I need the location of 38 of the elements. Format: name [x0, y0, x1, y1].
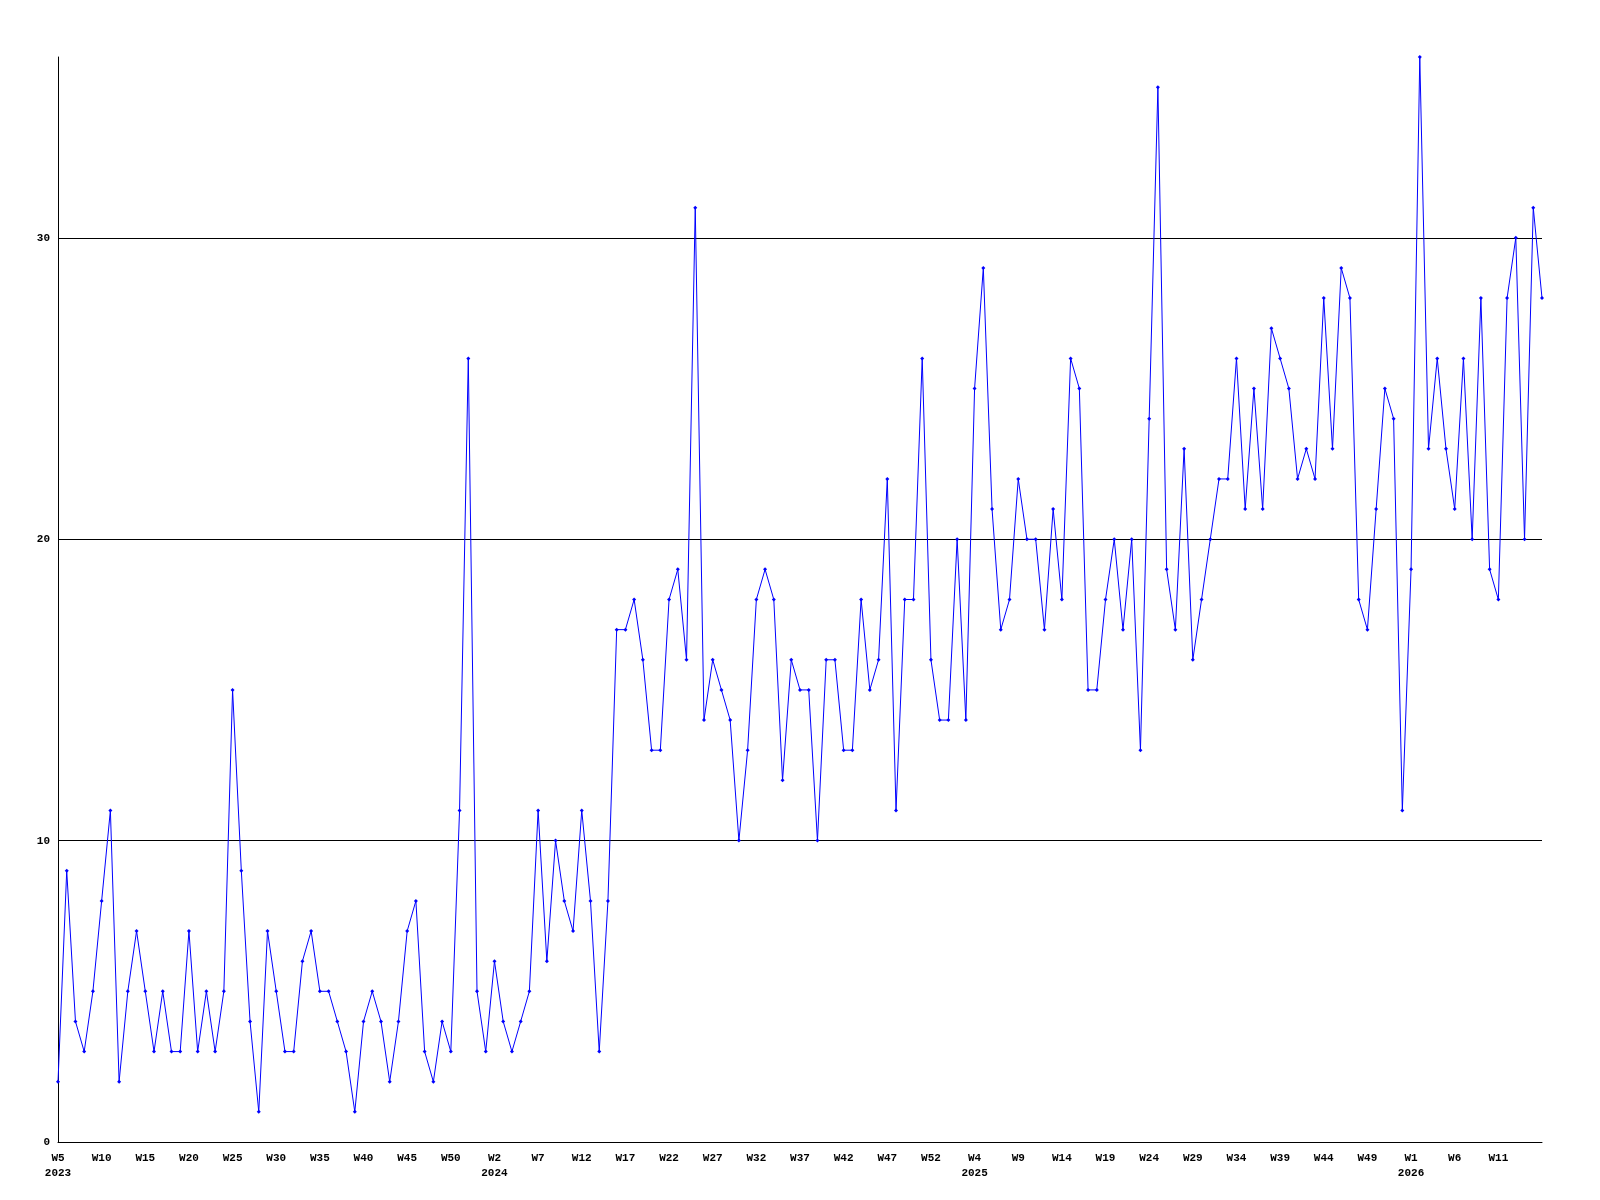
x-tick-label: W50 [440, 1151, 461, 1164]
x-tick-label: W42 [833, 1151, 854, 1164]
x-tick-label: W39 [1270, 1151, 1291, 1164]
x-tick-label: W19 [1095, 1151, 1116, 1164]
x-tick-label: W47 [877, 1151, 898, 1164]
x-tick-label: W30 [266, 1151, 287, 1164]
x-tick-label: W1 2026 [1397, 1151, 1425, 1179]
x-tick-label: W9 [1011, 1151, 1025, 1164]
x-tick-label: W6 [1448, 1151, 1462, 1164]
x-tick-label: W37 [790, 1151, 810, 1164]
y-tick-label: 20 [36, 533, 50, 546]
x-tick-label: W35 [309, 1151, 331, 1164]
x-tick-label: W2 2024 [481, 1151, 509, 1179]
x-tick-label: W15 [135, 1151, 156, 1164]
x-tick-label: W34 [1226, 1151, 1247, 1164]
x-tick-label: W32 [746, 1151, 767, 1164]
x-tick-label: W25 [222, 1151, 243, 1164]
y-tick-label: 30 [36, 231, 50, 244]
x-tick-label: W11 [1488, 1151, 1509, 1164]
x-tick-label: W12 [571, 1151, 592, 1164]
x-tick-label: W40 [353, 1151, 374, 1164]
y-tick-label: 10 [36, 834, 50, 847]
x-tick-label: W49 [1357, 1151, 1378, 1164]
x-tick-label: W14 [1051, 1151, 1073, 1164]
x-tick-label: W10 [91, 1151, 112, 1164]
x-tick-label: W45 [397, 1151, 418, 1164]
x-tick-label: W17 [615, 1151, 636, 1164]
x-tick-label: W4 2025 [961, 1151, 989, 1179]
x-tick-label: W52 [921, 1151, 941, 1164]
x-tick-label: W44 [1313, 1151, 1335, 1164]
x-tick-label: W24 [1139, 1151, 1160, 1164]
y-tick-label: 0 [43, 1136, 50, 1148]
x-tick-label: W29 [1182, 1151, 1203, 1164]
x-tick-label: W5 2023 [44, 1151, 72, 1179]
x-tick-label: W22 [659, 1151, 679, 1164]
x-tick-label: W7 [531, 1151, 545, 1164]
x-tick-label: W20 [179, 1151, 199, 1164]
x-tick-label: W27 [702, 1151, 723, 1164]
